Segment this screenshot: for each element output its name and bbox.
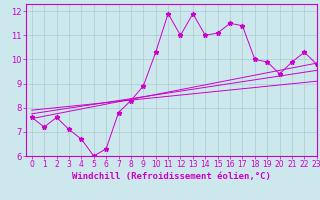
X-axis label: Windchill (Refroidissement éolien,°C): Windchill (Refroidissement éolien,°C) [72, 172, 271, 181]
